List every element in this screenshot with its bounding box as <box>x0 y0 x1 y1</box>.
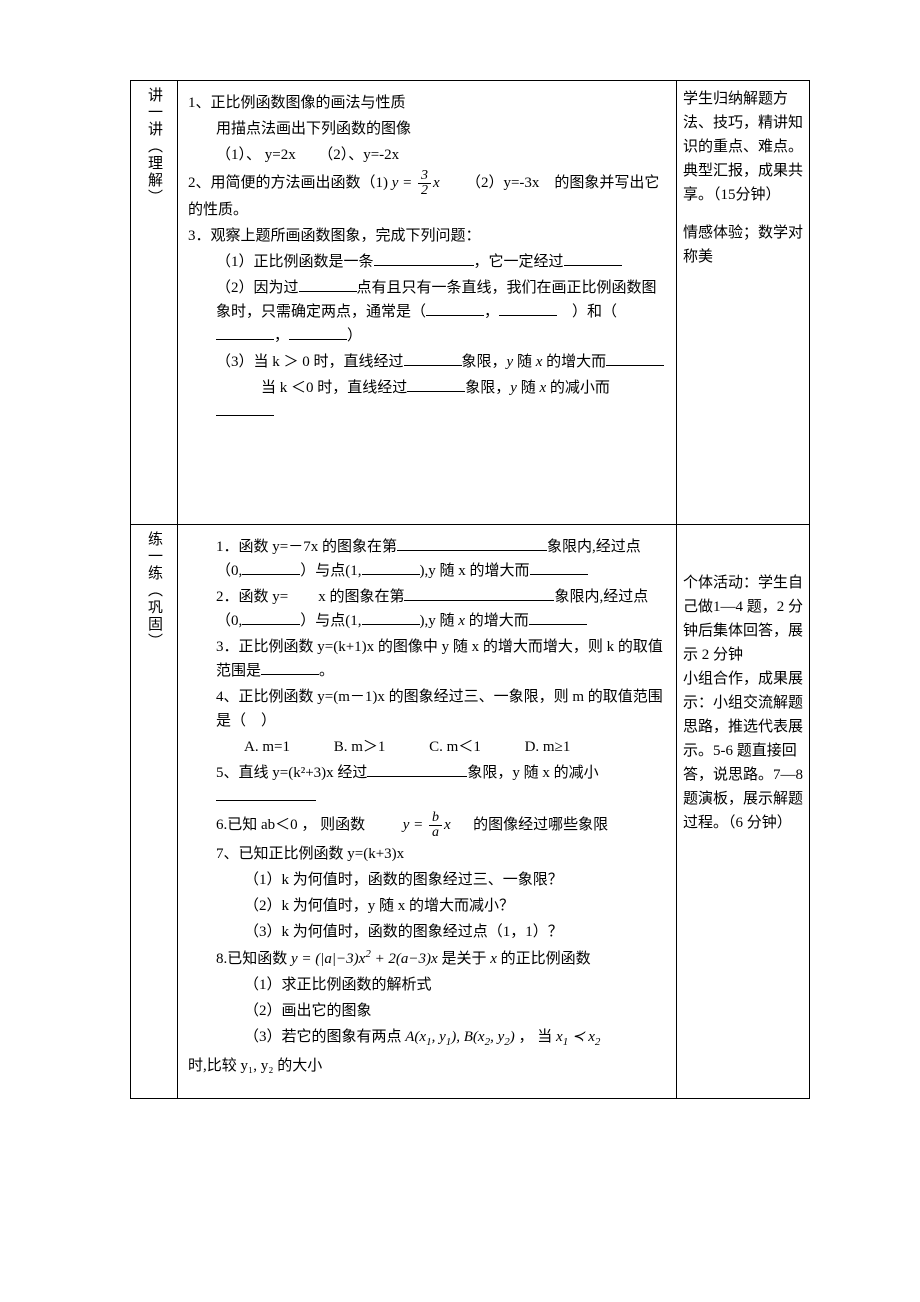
content-lecture: 1、正比例函数图像的画法与性质 用描点法画出下列函数的图像 （1）、 y=2x … <box>178 81 677 525</box>
r1-2: 典型汇报，成果共享。（15分钟） <box>683 159 803 207</box>
blank <box>374 250 474 266</box>
blank <box>261 659 319 675</box>
p3: 3．观察上题所画函数图象，完成下列问题： <box>188 224 666 248</box>
blank <box>407 376 465 392</box>
p1: 1、正比例函数图像的画法与性质 <box>188 91 666 115</box>
right-lecture: 学生归纳解题方法、技巧，精讲知识的重点、难点。 典型汇报，成果共享。（15分钟）… <box>677 81 810 525</box>
right-practice: 个体活动：学生自己做1—4 题，2 分钟后集体回答，展示 2 分钟 小组合作，成… <box>677 525 810 1099</box>
row-lecture: 讲一讲（理解） 1、正比例函数图像的画法与性质 用描点法画出下列函数的图像 （1… <box>131 81 810 525</box>
q7c: （3）k 为何值时，函数的图象经过点（1，1）？ <box>188 920 666 944</box>
optA: A. m=1 <box>244 735 290 759</box>
q7: 7、已知正比例函数 y=(k+3)x <box>188 842 666 866</box>
q5: 5、直线 y=(k²+3)x 经过象限，y 随 x 的减小 <box>188 761 666 809</box>
q8-expr: y = (|a|−3)x2 + 2(a−3)x <box>291 951 441 967</box>
blank <box>530 559 588 575</box>
blank <box>404 350 462 366</box>
r1-3: 情感体验；数学对称美 <box>683 221 803 269</box>
content-practice: 1．函数 y=－7x 的图象在第象限内,经过点（0,）与点(1,),y 随 x … <box>178 525 677 1099</box>
blank <box>299 276 357 292</box>
q4-options: A. m=1 B. m＞1 C. m＜1 D. m≥1 <box>188 735 666 759</box>
q7b: （2）k 为何值时，y 随 x 的增大而减小？ <box>188 894 666 918</box>
blank <box>606 350 664 366</box>
blank <box>564 250 622 266</box>
optD: D. m≥1 <box>525 735 571 759</box>
optC: C. m＜1 <box>429 735 481 759</box>
blank <box>216 785 316 801</box>
r2-1: 个体活动：学生自己做1—4 题，2 分钟后集体回答，展示 2 分钟 <box>683 571 803 667</box>
q6: 6.已知 ab＜0 ， 则函数 y = b a x 的图像经过哪些象限 <box>188 811 666 840</box>
q8: 8.已知函数 y = (|a|−3)x2 + 2(a−3)x 是关于 x 的正比… <box>188 946 666 971</box>
frac-b-a: b a <box>429 811 442 840</box>
blank <box>397 535 547 551</box>
p3c: （3）当 k ＞ 0 时，直线经过象限，y 随 x 的增大而 <box>188 350 666 374</box>
blank <box>529 609 587 625</box>
r2-2: 小组合作，成果展示：小组交流解题思路，推选代表展示。5-6 题直接回答，说思路。… <box>683 667 803 835</box>
side-text-lecture: 讲一讲（理解） <box>142 87 166 206</box>
p1a: 用描点法画出下列函数的图像 <box>188 117 666 141</box>
blank <box>362 559 420 575</box>
q2: 2．函数 y= x 的图象在第象限内,经过点（0,）与点(1,),y 随 x 的… <box>188 585 666 633</box>
p2-pre: 2、用简便的方法画出函数（1) <box>188 175 388 191</box>
blank <box>289 324 347 340</box>
blank <box>367 761 467 777</box>
q8c-pts: A(x1, y1), B(x2, y2) <box>405 1029 518 1045</box>
p3a: （1）正比例函数是一条，它一定经过 <box>188 250 666 274</box>
q1: 1．函数 y=－7x 的图象在第象限内,经过点（0,）与点(1,),y 随 x … <box>188 535 666 583</box>
p2: 2、用简便的方法画出函数（1) y = 3 2 x （2）y=-3x 的图象并写… <box>188 169 666 222</box>
p1b: （1）、 y=2x （2）、y=-2x <box>188 143 666 167</box>
p2-math: y = 3 2 x <box>392 175 444 191</box>
blank <box>404 585 554 601</box>
r1-1: 学生归纳解题方法、技巧，精讲知识的重点、难点。 <box>683 87 803 159</box>
side-text-practice: 练一练（巩固） <box>142 531 166 650</box>
row-practice: 练一练（巩固） 1．函数 y=－7x 的图象在第象限内,经过点（0,）与点(1,… <box>131 525 810 1099</box>
q8c: （3）若它的图象有两点 A(x1, y1), B(x2, y2) ， 当 x1 … <box>188 1025 666 1052</box>
q8b: （2）画出它的图象 <box>188 999 666 1023</box>
lesson-table: 讲一讲（理解） 1、正比例函数图像的画法与性质 用描点法画出下列函数的图像 （1… <box>130 80 810 1099</box>
p3b: （2）因为过点有且只有一条直线，我们在画正比例函数图象时，只需确定两点，通常是（… <box>188 276 666 348</box>
optB: B. m＞1 <box>334 735 386 759</box>
p3d: 当 k ＜0 时，直线经过象限，y 随 x 的减小而 <box>188 376 666 424</box>
blank <box>242 609 300 625</box>
q3: 3．正比例函数 y=(k+1)x 的图像中 y 随 x 的增大而增大，则 k 的… <box>188 635 666 683</box>
q6-math: y = b a x <box>399 817 454 833</box>
blank <box>499 300 557 316</box>
blank <box>362 609 420 625</box>
q8tail: 时,比较 y₁, y₂ 的大小 <box>188 1054 666 1078</box>
q8c-cond: x1 ≺ x2 <box>556 1029 600 1045</box>
side-label-lecture: 讲一讲（理解） <box>131 81 178 525</box>
q4: 4、正比例函数 y=(m－1)x 的图象经过三、一象限，则 m 的取值范围是（ … <box>188 685 666 733</box>
blank <box>216 324 274 340</box>
q8a: （1）求正比例函数的解析式 <box>188 973 666 997</box>
blank <box>216 400 274 416</box>
q7a: （1）k 为何值时，函数的图象经过三、一象限？ <box>188 868 666 892</box>
side-label-practice: 练一练（巩固） <box>131 525 178 1099</box>
blank <box>242 559 300 575</box>
blank <box>426 300 484 316</box>
frac-3-2: 3 2 <box>418 169 431 198</box>
